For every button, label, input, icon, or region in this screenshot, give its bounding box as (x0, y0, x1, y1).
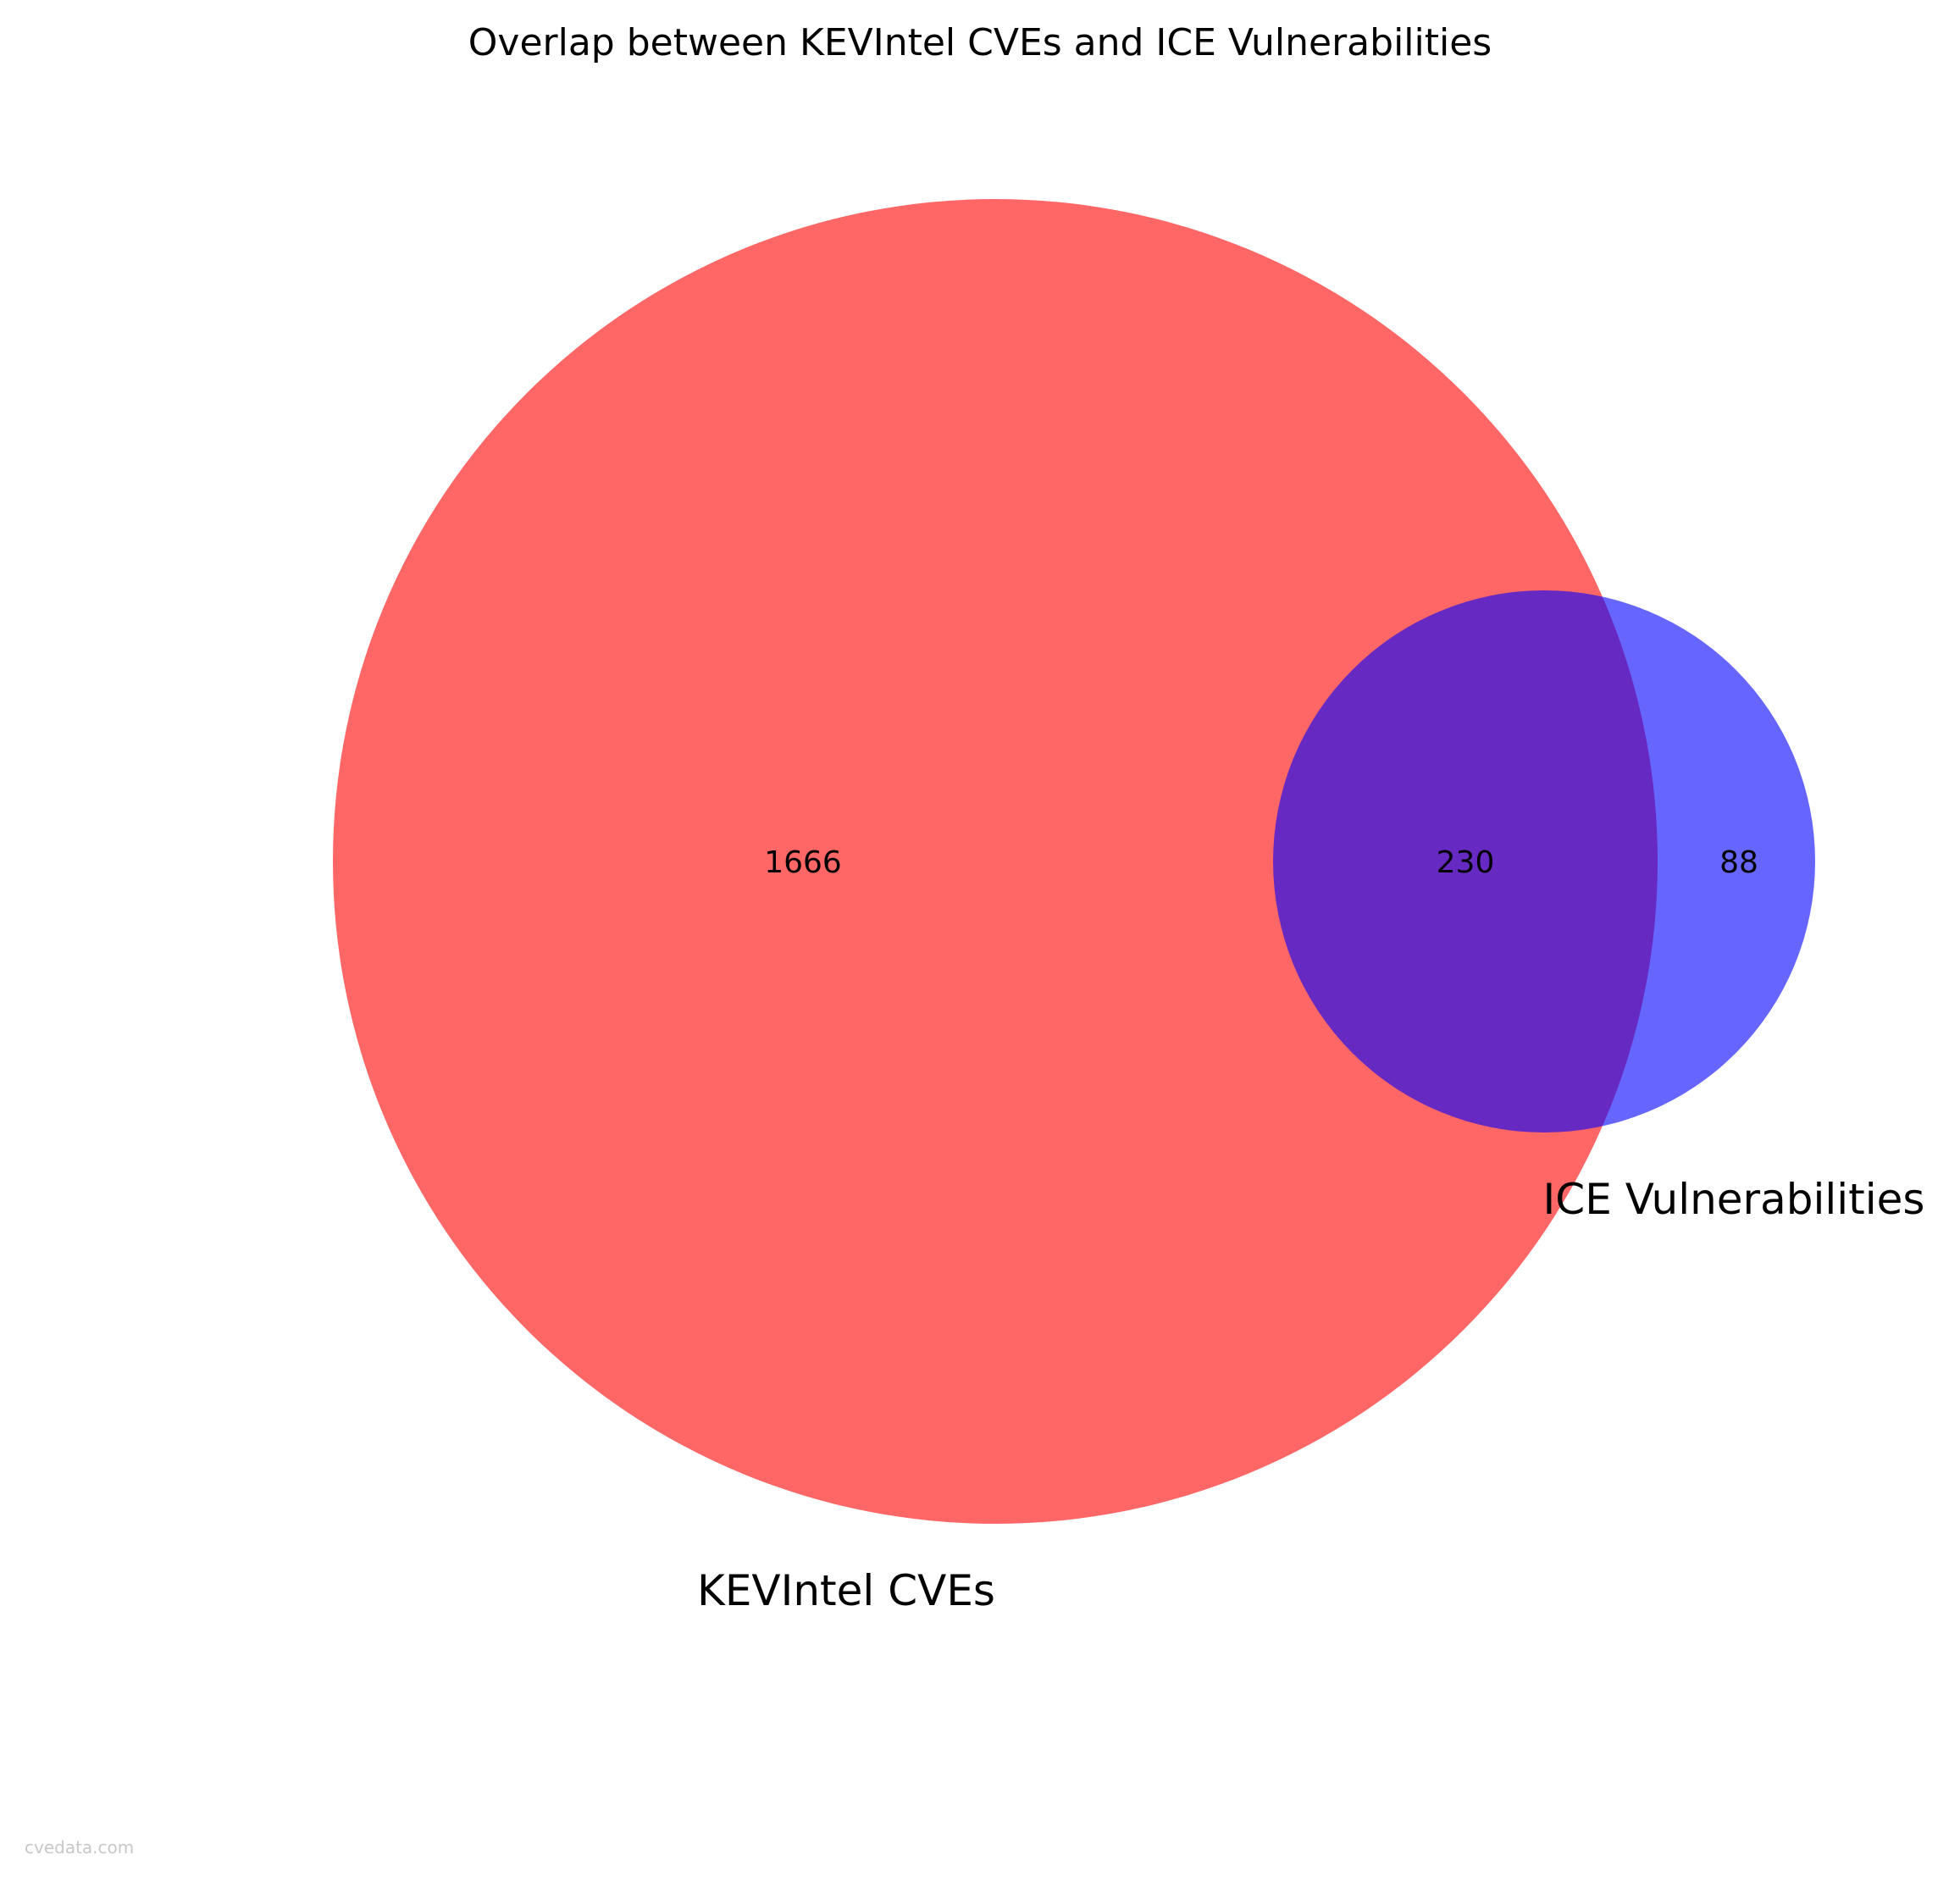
set-label-kevintel-cves: KEVIntel CVEs (697, 1566, 995, 1615)
watermark-text: cvedata.com (25, 1837, 135, 1858)
chart-title: Overlap between KEVIntel CVEs and ICE Vu… (468, 21, 1492, 64)
set-label-ice-vulnerabilities: ICE Vulnerabilities (1543, 1175, 1925, 1224)
region-count-kevintel-only: 1666 (764, 845, 842, 880)
region-count-intersection: 230 (1437, 845, 1495, 880)
venn-circle-kevintel-cves (333, 199, 1658, 1524)
region-count-ice-only: 88 (1719, 845, 1758, 880)
venn-circle-ice-vulnerabilities (1273, 590, 1815, 1132)
